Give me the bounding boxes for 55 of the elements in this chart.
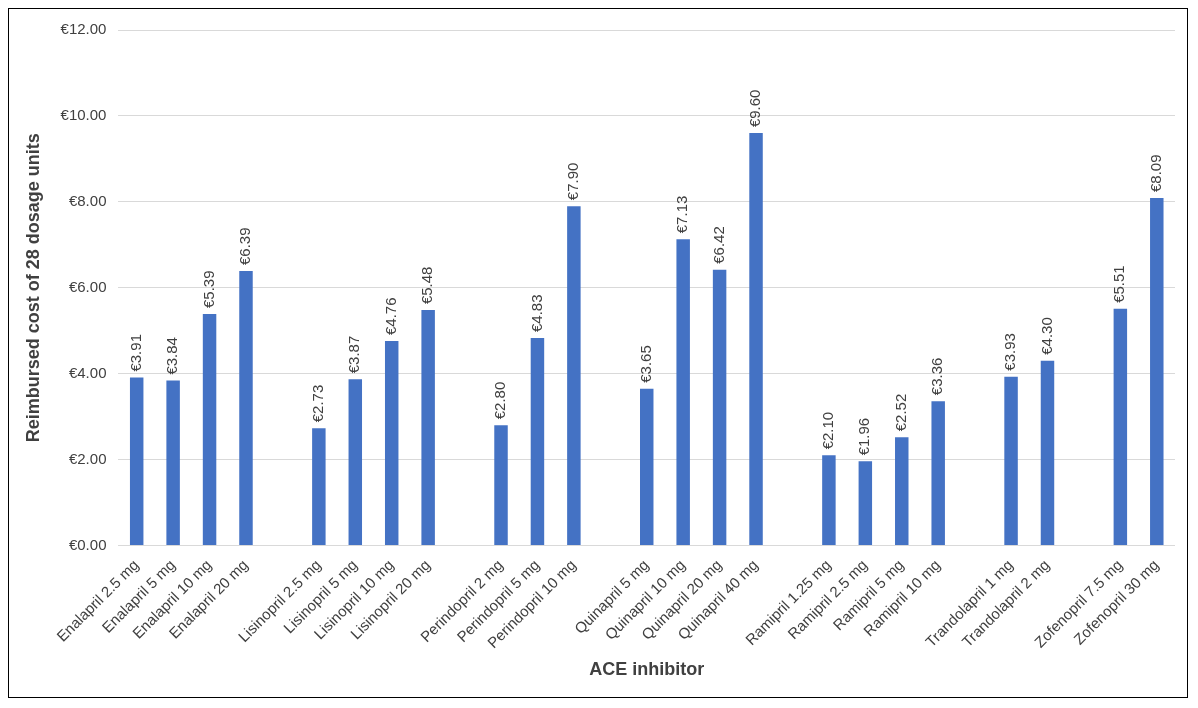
- data-label: €2.73: [308, 384, 326, 423]
- bar: [530, 338, 545, 546]
- data-label: €7.90: [564, 162, 582, 201]
- data-label: €3.84: [163, 337, 181, 375]
- bar: [494, 425, 508, 546]
- bar: [858, 461, 873, 546]
- data-label: €4.30: [1037, 317, 1055, 355]
- data-label: €4.76: [381, 297, 399, 336]
- bar: [129, 377, 144, 546]
- bar: [166, 380, 180, 546]
- y-tick-label: €6.00: [68, 277, 107, 295]
- bar: [1113, 308, 1128, 546]
- y-tick-label: €4.00: [68, 363, 107, 381]
- data-label: €7.13: [673, 195, 691, 234]
- data-label: €3.93: [1001, 333, 1019, 371]
- bar: [312, 428, 326, 546]
- data-label: €5.51: [1110, 265, 1128, 303]
- data-label: €3.87: [345, 335, 363, 374]
- bar: [1040, 360, 1055, 546]
- data-label: €2.52: [891, 393, 909, 432]
- bar: [749, 133, 763, 546]
- y-axis-title: Reimbursed cost of 28 dosage units: [22, 133, 43, 443]
- bar: [640, 388, 654, 546]
- bar: [712, 269, 727, 546]
- bar: [348, 379, 363, 546]
- data-label: €3.36: [928, 357, 946, 396]
- bar: [1004, 376, 1018, 546]
- bar: [676, 239, 690, 546]
- data-label: €2.80: [491, 381, 509, 420]
- bar: [239, 271, 253, 546]
- data-label: €5.39: [199, 270, 217, 308]
- data-label: €4.83: [527, 294, 545, 333]
- bar: [895, 437, 909, 546]
- bar: [384, 341, 399, 546]
- bar: [421, 310, 435, 546]
- data-label: €1.96: [855, 417, 873, 456]
- bar: [822, 455, 836, 546]
- data-label: €3.91: [126, 334, 144, 372]
- x-axis-title: ACE inhibitor: [589, 659, 705, 680]
- data-label: €6.39: [236, 227, 254, 266]
- bar: [567, 206, 581, 546]
- data-label: €9.60: [746, 89, 764, 128]
- data-label: €8.09: [1146, 154, 1164, 192]
- data-label: €3.65: [636, 345, 654, 383]
- y-tick-label: €10.00: [60, 106, 107, 124]
- y-tick-label: €0.00: [68, 535, 107, 553]
- y-tick-label: €8.00: [68, 191, 107, 209]
- data-label: €5.48: [418, 266, 436, 305]
- bar: [202, 313, 217, 546]
- bar: [931, 401, 945, 546]
- y-tick-label: €12.00: [60, 20, 107, 38]
- bar: [1150, 197, 1164, 546]
- data-label: €6.42: [709, 226, 727, 264]
- data-label: €2.10: [819, 411, 837, 450]
- y-tick-label: €2.00: [68, 449, 107, 467]
